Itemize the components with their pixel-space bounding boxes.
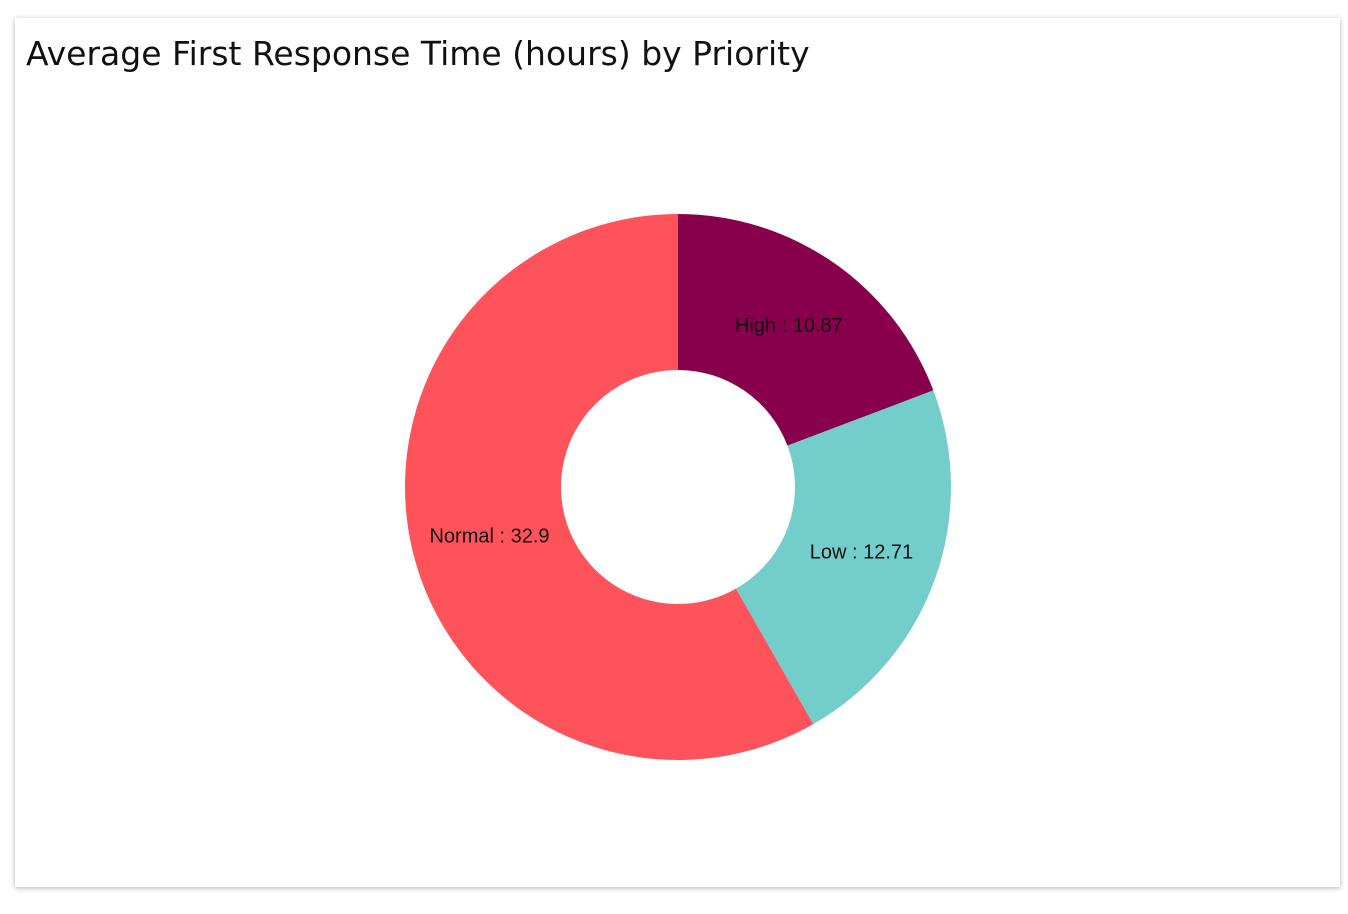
donut-slice: High [678,214,934,446]
chart-title: Average First Response Time (hours) by P… [26,34,810,73]
data-label: Low : 12.71 [810,541,913,563]
donut-slice: Normal [404,214,814,760]
donut-slice: Low [735,390,952,725]
data-label: High : 10.87 [735,315,843,337]
data-label: Normal : 32.9 [429,525,549,547]
